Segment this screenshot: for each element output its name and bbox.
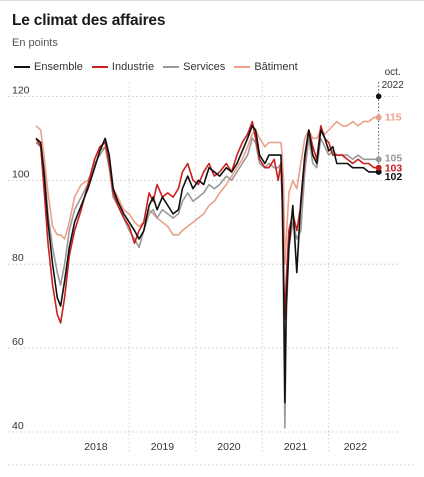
y-tick-label-40: 40: [12, 420, 24, 432]
annotation-label-line1: oct.: [385, 67, 401, 78]
series-line-ensemble: [35, 125, 379, 404]
legend-swatch-services: [163, 65, 180, 69]
end-marker-services: [375, 156, 382, 163]
x-tick-label-2019: 2019: [151, 441, 175, 453]
end-label-services: 105: [385, 152, 403, 164]
legend-label-services: Services: [183, 61, 226, 73]
x-tick-label-2020: 2020: [217, 441, 241, 453]
legend-label-batiment: Bâtiment: [254, 61, 298, 73]
y-tick-label-60: 60: [12, 336, 24, 348]
end-label-btiment: 115: [385, 111, 402, 123]
annotation-dot: [375, 93, 382, 100]
x-tick-label-2018: 2018: [84, 441, 108, 453]
y-tick-label-80: 80: [12, 252, 24, 264]
legend: Ensemble Industrie Services Bâtiment: [14, 61, 307, 73]
y-tick-label-120: 120: [12, 84, 30, 96]
x-tick-label-2022: 2022: [344, 441, 368, 453]
top-rule: [0, 0, 424, 5]
y-tick-label-100: 100: [12, 168, 30, 180]
end-marker-ensemble: [375, 168, 382, 175]
legend-item-ensemble: Ensemble: [14, 61, 83, 73]
legend-item-batiment: Bâtiment: [234, 61, 298, 73]
end-marker-btiment: [375, 114, 382, 121]
x-tick-label-2021: 2021: [284, 441, 308, 453]
chart-title: Le climat des affaires: [12, 12, 166, 29]
annotation-label-line2: 2022: [382, 80, 405, 91]
end-label-industrie: 103: [385, 163, 403, 175]
legend-item-industrie: Industrie: [91, 61, 155, 73]
end-marker-industrie: [375, 164, 382, 171]
legend-swatch-batiment: [234, 65, 251, 69]
end-label-ensemble: 102: [385, 171, 403, 183]
legend-swatch-industrie: [91, 65, 108, 69]
legend-label-ensemble: Ensemble: [34, 61, 83, 73]
series-line-services: [35, 137, 379, 429]
legend-label-industrie: Industrie: [111, 61, 155, 73]
legend-item-services: Services: [163, 61, 225, 73]
legend-swatch-ensemble: [14, 65, 30, 69]
chart-subtitle: En points: [12, 37, 58, 49]
